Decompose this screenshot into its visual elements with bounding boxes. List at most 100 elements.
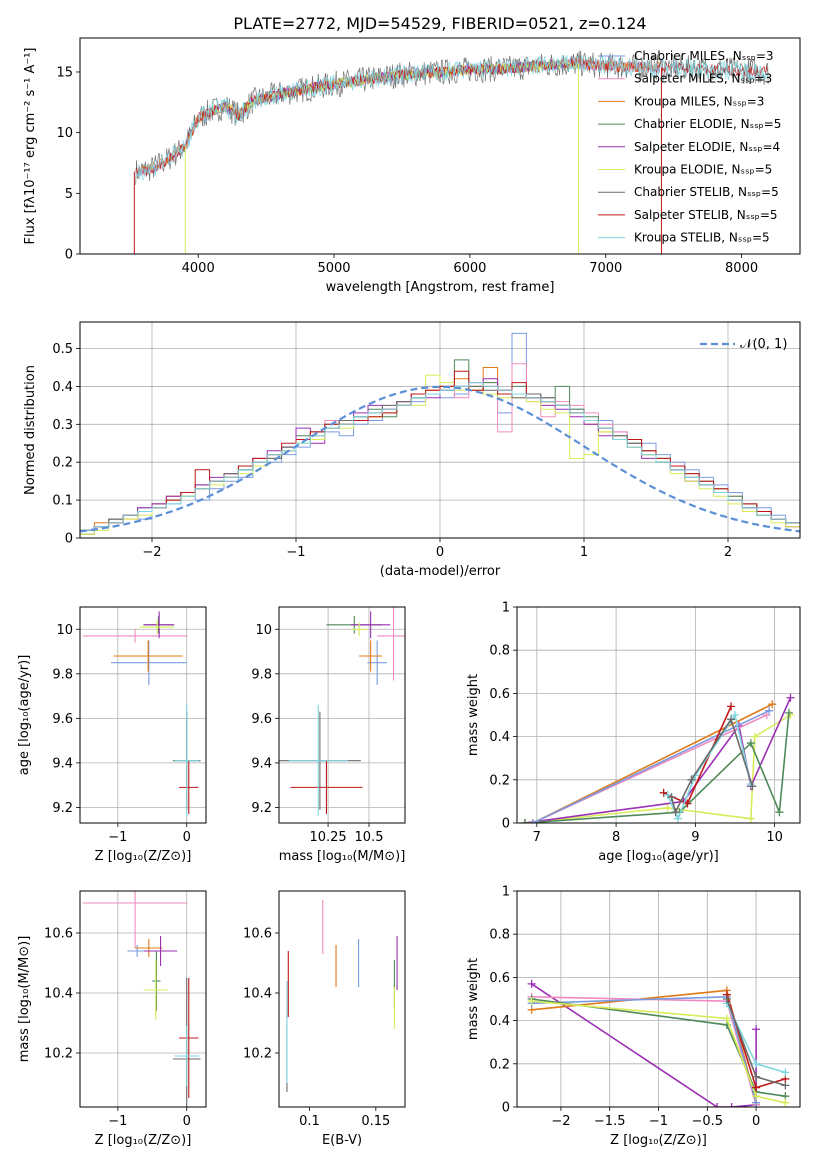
weight-marker — [667, 793, 676, 802]
y-tick-label: 0.6 — [489, 971, 510, 986]
plot-frame — [516, 890, 801, 1108]
weight-marker — [752, 1059, 761, 1068]
weight-marker — [722, 1014, 731, 1023]
plot-frame — [79, 321, 801, 539]
y-tick-label: 9.4 — [52, 756, 73, 771]
x-tick-label: 1 — [580, 545, 588, 560]
plot-frame — [516, 606, 801, 824]
y-axis-label: mass weight — [466, 674, 481, 756]
plot-frame — [79, 37, 801, 255]
weight-marker — [713, 1103, 722, 1107]
weight-marker — [748, 782, 757, 791]
y-tick-label: 5 — [65, 187, 73, 202]
weight-line — [532, 709, 770, 823]
plot-weight_vs_Z: −2 −1.5 −1 −0.5 0 0 0.2 0.4 0.6 0.8 1 Z [log₁₀(Z/Z⊙… — [466, 885, 801, 1148]
spectrum-line — [135, 50, 769, 185]
plot-area-weight_vs_Z — [527, 979, 790, 1107]
plot-age_vs_mass: 10.25 10.5 9.2 9.4 9.6 9.8 10 mass [log₁₀(M/M⊙)… — [251, 606, 406, 864]
y-tick-label: 10.6 — [243, 927, 272, 942]
weight-marker — [673, 814, 682, 823]
weight-marker — [527, 997, 536, 1006]
y-tick-label: 10 — [255, 623, 272, 638]
y-axis-label: Flux [fλ10⁻¹⁷ erg cm⁻² s⁻¹ A⁻¹] — [23, 48, 38, 245]
weight-line — [531, 989, 757, 1103]
weight-marker — [671, 808, 680, 817]
weight-marker — [527, 979, 536, 988]
plot-mass_vs_Z: −1 0 10.2 10.4 10.6 Z [log₁₀(Z/Z⊙)] mass [log₁… — [17, 890, 207, 1148]
plot-mass_vs_EBV: 0.1 0.15 10.2 10.4 10.6 E(B-V) — [243, 890, 406, 1148]
x-axis-label: Z [log₁₀(Z/Z⊙)] — [610, 1133, 707, 1148]
y-tick-label: 0.2 — [52, 456, 73, 471]
weight-marker — [752, 1072, 761, 1081]
y-tick-label: 0 — [65, 532, 73, 547]
y-tick-label: 10 — [56, 126, 73, 141]
x-axis-label: age [log₁₀(age/yr)] — [598, 849, 719, 864]
y-tick-label: 0.5 — [52, 342, 73, 357]
weight-marker — [781, 1098, 790, 1107]
weight-marker — [786, 693, 795, 702]
legend-label: Chabrier STELIB, Nₛₛₚ=5 — [634, 185, 779, 199]
plot-frame — [278, 606, 406, 824]
plot-area-mass_vs_EBV — [286, 900, 398, 1092]
x-tick-label: 9 — [691, 830, 699, 845]
y-tick-label: 10 — [56, 623, 73, 638]
y-axis-label: Normed distribution — [23, 365, 38, 495]
weight-marker — [727, 1103, 736, 1107]
y-tick-label: 10.6 — [44, 927, 73, 942]
plot-residuals: −2 −1 0 1 2 0 0.1 0.2 0.3 0.4 0.5 (data-model)/erro… — [23, 321, 801, 579]
plot-spectrum: 4000 5000 6000 7000 8000 0 5 10 15 wavelength [An… — [23, 37, 801, 295]
weight-marker — [528, 819, 537, 823]
y-tick-label: 0.4 — [489, 1014, 510, 1029]
legend-label: Salpeter MILES, Nₛₛₚ=3 — [634, 72, 772, 86]
weight-marker — [781, 1068, 790, 1077]
x-axis-label: Z [log₁₀(Z/Z⊙)] — [95, 849, 192, 864]
x-tick-label: 7000 — [589, 261, 622, 276]
y-tick-label: 10.2 — [44, 1047, 73, 1062]
plot-area-mass_vs_Z — [82, 891, 201, 1107]
x-tick-label: 10.5 — [355, 830, 384, 845]
legend-label: Kroupa STELIB, Nₛₛₚ=5 — [634, 231, 770, 245]
x-axis-label: (data-model)/error — [380, 564, 501, 579]
weight-marker — [752, 1083, 761, 1092]
x-tick-label: 8000 — [725, 261, 758, 276]
plot-age_vs_Z: −1 0 9.2 9.4 9.6 9.8 10 Z [log₁₀(Z/Z⊙)] age [log… — [17, 606, 207, 864]
y-tick-label: 10.2 — [243, 1047, 272, 1062]
x-axis-label: mass [log₁₀(M/M⊙)] — [279, 849, 406, 864]
spectrum-line — [135, 54, 769, 181]
legend-label: Chabrier MILES, Nₛₛₚ=3 — [634, 49, 774, 63]
x-tick-label: 0.15 — [361, 1114, 390, 1129]
x-tick-label: 0 — [752, 1114, 760, 1129]
weight-line — [531, 996, 757, 1106]
weight-marker — [722, 995, 731, 1003]
plot-frame — [278, 890, 406, 1108]
weight-line — [663, 706, 732, 805]
plot-area-spectrum — [133, 50, 769, 254]
plot-area-age_vs_Z — [82, 611, 201, 817]
weight-marker — [752, 1025, 761, 1034]
histogram-step — [80, 382, 800, 531]
y-tick-label: 0.4 — [489, 730, 510, 745]
y-tick-label: 9.8 — [251, 667, 272, 682]
y-tick-label: 15 — [56, 65, 73, 80]
x-tick-label: −1 — [649, 1114, 668, 1129]
y-tick-label: 0.8 — [489, 644, 510, 659]
weight-marker — [520, 819, 529, 823]
y-tick-label: 0.8 — [489, 928, 510, 943]
x-axis-label: Z [log₁₀(Z/Z⊙)] — [95, 1133, 192, 1148]
x-tick-label: 10 — [766, 830, 783, 845]
weight-line — [531, 995, 757, 1103]
y-tick-label: 9.2 — [251, 801, 272, 816]
x-axis-label: wavelength [Angstrom, rest frame] — [326, 280, 555, 295]
plot-weight_vs_age: 7 8 9 10 0 0.2 0.4 0.6 0.8 1 age [log₁₀(age/yr)] ma… — [466, 601, 801, 864]
weight-marker — [727, 715, 736, 724]
x-tick-label: 0 — [436, 545, 444, 560]
y-tick-label: 1 — [502, 601, 510, 616]
x-tick-label: −1 — [108, 830, 127, 845]
x-tick-label: 4000 — [182, 261, 215, 276]
y-tick-label: 0.3 — [52, 418, 73, 433]
y-tick-label: 0.4 — [52, 380, 73, 395]
weight-marker — [750, 732, 759, 741]
x-tick-label: 5000 — [317, 261, 350, 276]
legend-label: Salpeter STELIB, Nₛₛₚ=5 — [634, 208, 778, 222]
y-tick-label: 0.6 — [489, 687, 510, 702]
